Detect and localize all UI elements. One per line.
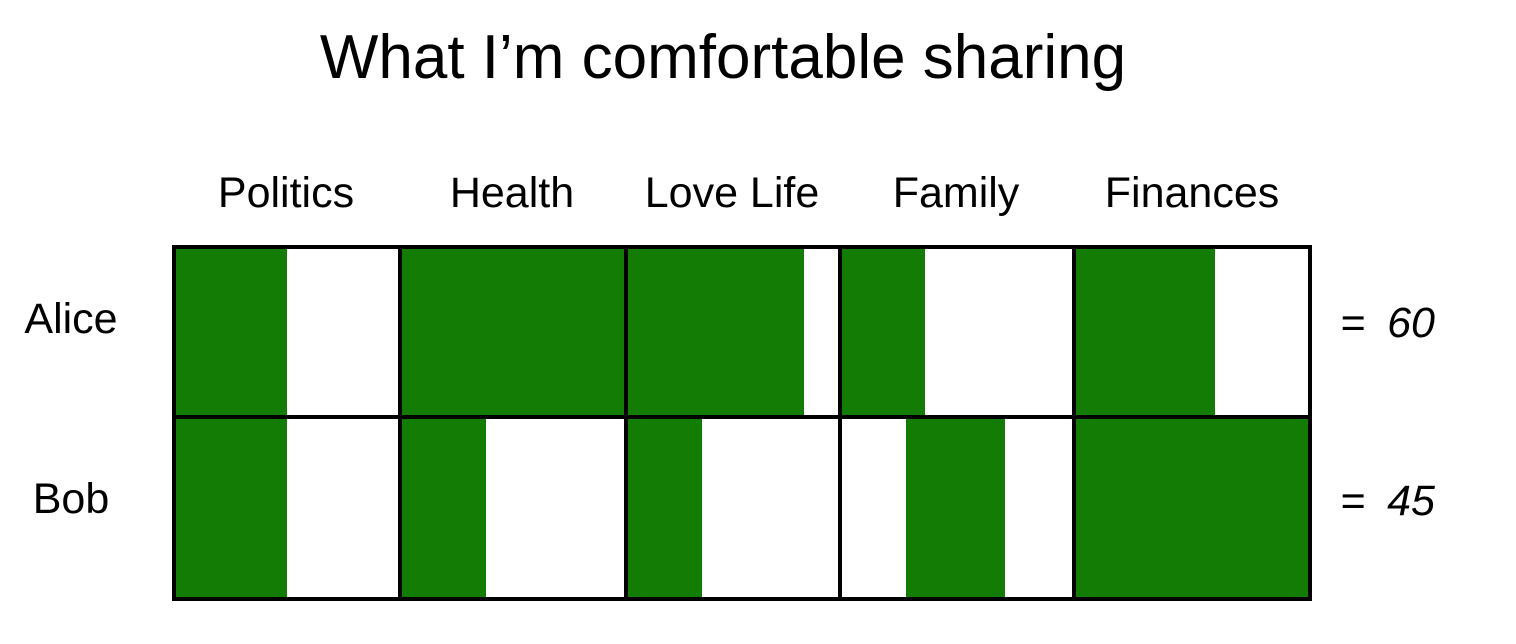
cell-bob-finances	[1072, 415, 1312, 601]
cell-bob-family	[838, 415, 1076, 601]
share-fill	[906, 419, 1006, 597]
row-total-alice: = 60	[1340, 298, 1490, 348]
cell-alice-health	[398, 245, 628, 419]
row-total-bob: = 45	[1340, 476, 1490, 526]
sharing-grid	[172, 245, 1312, 601]
page-title: What I’m comfortable sharing	[319, 23, 1127, 92]
cell-alice-finances	[1072, 245, 1312, 419]
share-fill	[402, 419, 487, 597]
share-fill	[842, 249, 925, 415]
cell-alice-family	[838, 245, 1076, 419]
share-fill	[628, 419, 702, 597]
column-label-love-life: Love Life	[644, 169, 820, 217]
cell-alice-love-life	[624, 245, 842, 419]
row-label-bob: Bob	[32, 475, 110, 523]
column-label-finances: Finances	[1104, 169, 1280, 217]
column-label-family: Family	[892, 169, 1020, 217]
cell-bob-love-life	[624, 415, 842, 601]
column-label-health: Health	[449, 169, 575, 217]
total-value: 60	[1387, 299, 1435, 347]
share-fill	[628, 249, 805, 415]
share-fill	[1076, 249, 1216, 415]
total-value: 45	[1387, 477, 1435, 525]
cell-bob-health	[398, 415, 628, 601]
share-fill	[1076, 419, 1308, 597]
row-label-alice: Alice	[24, 295, 118, 343]
share-fill	[176, 249, 287, 415]
equals-sign: =	[1340, 299, 1366, 347]
share-fill	[402, 249, 624, 415]
cell-bob-politics	[172, 415, 402, 601]
column-label-politics: Politics	[217, 169, 355, 217]
cell-alice-politics	[172, 245, 402, 419]
equals-sign: =	[1340, 477, 1366, 525]
share-fill	[176, 419, 287, 597]
